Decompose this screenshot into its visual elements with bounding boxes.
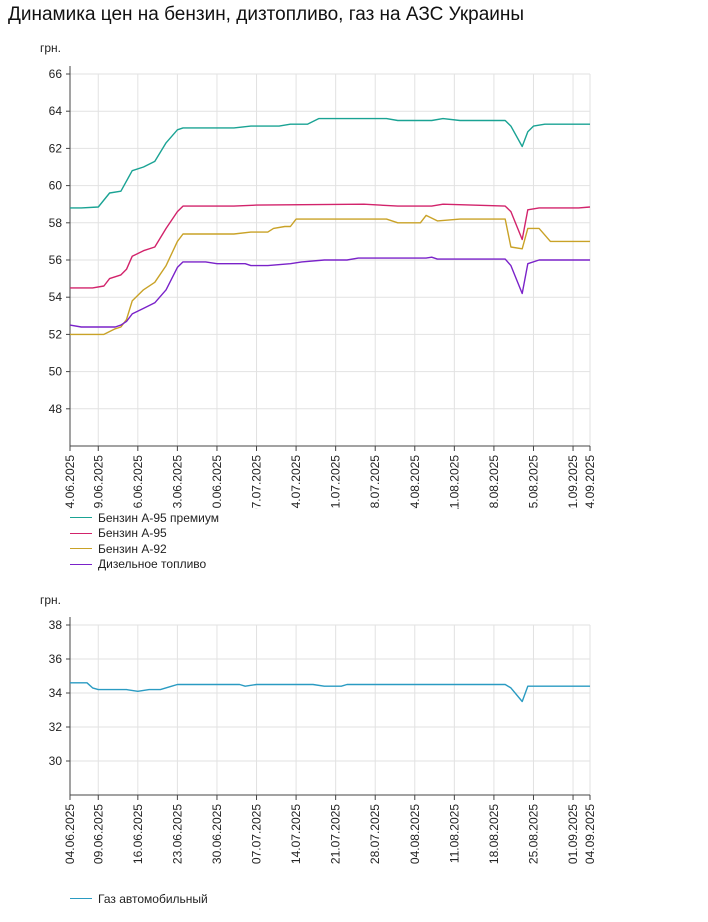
legend-label: Бензин А-95 — [98, 526, 167, 541]
y-unit-label: грн. — [40, 593, 61, 607]
x-tick-label: 23.06.2025 — [170, 804, 184, 864]
legend-swatch — [70, 563, 92, 565]
y-tick-label: 30 — [49, 754, 63, 768]
legend-swatch — [70, 517, 92, 519]
legend-swatch — [70, 532, 92, 534]
x-tick-label: 16.06.2025 — [131, 804, 145, 864]
y-tick-label: 54 — [49, 290, 63, 304]
gas-chart-legend: Газ автомобильный — [70, 891, 208, 907]
legend-swatch — [70, 898, 92, 900]
legend-label: Газ автомобильный — [98, 891, 208, 906]
x-tick-label: 25.08.2025 — [526, 804, 540, 864]
y-tick-label: 36 — [49, 652, 63, 666]
y-tick-label: 38 — [49, 618, 63, 632]
x-tick-label: 28.07.2025 — [368, 455, 382, 509]
legend-item[interactable]: Дизельное топливо — [70, 557, 219, 573]
series-line-1 — [70, 682, 590, 703]
x-tick-label: 28.07.2025 — [368, 804, 382, 864]
y-tick-label: 64 — [49, 104, 63, 118]
y-tick-label: 58 — [49, 216, 63, 230]
x-tick-label: 04.09.2025 — [583, 455, 597, 509]
x-tick-label: 21.07.2025 — [329, 455, 343, 509]
y-tick-label: 56 — [49, 253, 63, 267]
x-tick-label: 04.08.2025 — [408, 455, 422, 509]
page-title: Динамика цен на бензин, дизтопливо, газ … — [8, 4, 525, 25]
y-tick-label: 34 — [49, 686, 63, 700]
x-tick-label: 09.06.2025 — [91, 455, 105, 509]
gas-price-chart: грн. 30 32 34 36 38 04.06.2025 09.06.2025 16.06.… — [40, 593, 597, 864]
legend-label: Бензин А-95 премиум — [98, 510, 219, 525]
legend-label: Бензин А-92 — [98, 541, 167, 556]
legend-item[interactable]: Бензин А-95 премиум — [70, 510, 219, 526]
x-tick-label: 23.06.2025 — [170, 455, 184, 509]
x-tick-label: 18.08.2025 — [487, 455, 501, 509]
x-tick-label: 07.07.2025 — [250, 455, 264, 509]
legend-swatch — [70, 548, 92, 550]
x-tick-label: 11.08.2025 — [447, 455, 461, 509]
x-tick-label: 01.09.2025 — [566, 804, 580, 864]
series-line-4 — [69, 256, 590, 328]
x-tick-label: 09.06.2025 — [91, 804, 105, 864]
series-line-3 — [70, 214, 590, 336]
legend-label: Дизельное топливо — [98, 557, 207, 572]
x-tick-label: 04.08.2025 — [408, 804, 422, 864]
x-tick-label: 01.09.2025 — [566, 455, 580, 509]
y-tick-label: 48 — [49, 402, 63, 416]
x-tick-label: 04.09.2025 — [583, 804, 597, 864]
x-tick-label: 30.06.2025 — [210, 455, 224, 509]
y-tick-label: 66 — [49, 67, 63, 81]
x-tick-label: 30.06.2025 — [210, 804, 224, 864]
series-line-2 — [70, 203, 591, 289]
x-tick-label: 25.08.2025 — [526, 455, 540, 509]
y-unit-label: грн. — [40, 41, 61, 55]
x-tick-label: 07.07.2025 — [250, 804, 264, 864]
legend-item[interactable]: Бензин А-92 — [70, 541, 219, 557]
x-tick-label: 11.08.2025 — [447, 804, 461, 863]
fuel-chart-legend: Бензин А-95 премиум Бензин А-95 Бензин А-9… — [70, 510, 219, 572]
y-tick-label: 52 — [49, 327, 63, 341]
series-line-1 — [70, 117, 590, 209]
legend-item[interactable]: Бензин А-95 — [70, 526, 219, 542]
y-tick-label: 50 — [49, 365, 63, 379]
x-tick-label: 18.08.2025 — [487, 804, 501, 864]
x-tick-label: 16.06.2025 — [131, 455, 145, 509]
x-tick-label: 04.06.2025 — [63, 455, 77, 509]
x-tick-label: 14.07.2025 — [289, 455, 303, 509]
y-tick-label: 32 — [49, 720, 63, 734]
x-tick-label: 21.07.2025 — [329, 804, 343, 864]
legend-item[interactable]: Газ автомобильный — [70, 891, 208, 907]
fuel-price-chart: грн. 48 50 52 54 56 58 60 62 64 66 04.06.2025 09.06.… — [40, 41, 597, 509]
x-tick-label: 04.06.2025 — [63, 804, 77, 864]
y-tick-label: 60 — [49, 179, 63, 193]
x-tick-label: 14.07.2025 — [289, 804, 303, 864]
y-tick-label: 62 — [49, 141, 63, 155]
